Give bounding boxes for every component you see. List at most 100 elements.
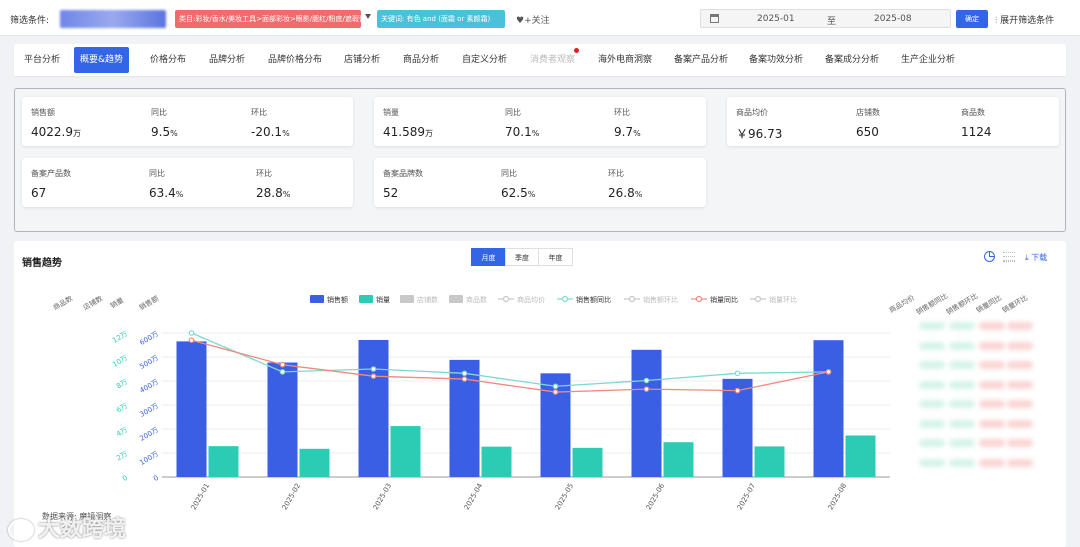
- blurred-cell: [1007, 361, 1033, 369]
- blurred-cell: [979, 439, 1005, 447]
- blurred-cell: [949, 458, 975, 467]
- tab-consumer[interactable]: 消费者观察: [530, 55, 576, 65]
- blurred-cell: [979, 361, 1005, 369]
- kpi-filed-products: 备案产品数 67: [31, 168, 71, 200]
- caret-down-icon[interactable]: [365, 14, 371, 19]
- kpi-value: ￥96.73: [736, 127, 783, 141]
- filter-label: 筛选条件:: [10, 16, 50, 26]
- kpi-unit: 万: [73, 129, 81, 138]
- tab-overview-trend[interactable]: 概要&趋势: [74, 47, 130, 73]
- kpi-value: 9.7: [614, 125, 634, 139]
- new-badge-dot: [574, 48, 579, 53]
- kpi-sales: 销售额 4022.9万: [31, 107, 81, 139]
- kpi-label: 销售额: [31, 108, 55, 117]
- watermark-logo-icon: [8, 519, 34, 541]
- kpi-unit: %: [282, 190, 291, 199]
- tab-custom[interactable]: 自定义分析: [462, 55, 508, 65]
- expand-filters-button[interactable]: ⫶ 展开筛选条件: [995, 13, 1054, 26]
- blurred-cell: [919, 322, 945, 330]
- blurred-cell: [949, 400, 975, 408]
- blurred-cell: [1007, 458, 1033, 467]
- blurred-cell: [949, 322, 975, 330]
- blurred-cell: [919, 400, 945, 408]
- download-icon: ⤓: [1025, 253, 1029, 262]
- tab-manufacturer[interactable]: 生产企业分析: [901, 55, 956, 65]
- kpi-unit: %: [633, 129, 641, 138]
- price-card: 商品均价 ￥96.73 店铺数 650 商品数 1124: [727, 97, 1059, 146]
- kpi-unit: %: [531, 129, 540, 138]
- blurred-filter-chip[interactable]: [60, 10, 166, 28]
- blurred-cell: [979, 380, 1005, 389]
- granularity-quarterly[interactable]: 季度: [505, 248, 539, 266]
- kpi-value: 28.8: [256, 186, 283, 200]
- expand-filters-label: 展开筛选条件: [1000, 16, 1055, 26]
- kpi-avg-price: 商品均价 ￥96.73: [736, 107, 782, 142]
- kpi-label: 环比: [608, 169, 624, 178]
- date-range-picker[interactable]: 2025-01 至 2025-08: [700, 9, 951, 28]
- kpi-filed-products-mom: 环比 28.8%: [256, 168, 290, 200]
- tab-filed-efficacy[interactable]: 备案功效分析: [749, 55, 804, 65]
- kpi-label: 店铺数: [856, 108, 880, 117]
- date-start: 2025-01: [757, 14, 795, 24]
- filter-bar: 筛选条件: 类目:彩妆/香水/美妆工具>面部彩妆>眼影/腮红/粉底/遮瑕膏 关键…: [0, 0, 1080, 36]
- blurred-cell: [979, 341, 1005, 350]
- tab-platform[interactable]: 平台分析: [24, 55, 61, 65]
- category-filter-chip[interactable]: 类目:彩妆/香水/美妆工具>面部彩妆>眼影/腮红/粉底/遮瑕膏: [175, 10, 361, 28]
- sales-trend-panel: 销售趋势 月度 季度 年度 ⤓ 下载: [14, 241, 1066, 547]
- tab-filed-ingredient[interactable]: 备案成分分析: [825, 55, 880, 65]
- kpi-volume-mom: 环比 9.7%: [614, 107, 641, 139]
- blurred-cell: [919, 439, 945, 447]
- tab-shop[interactable]: 店铺分析: [344, 55, 381, 65]
- blurred-cell: [1007, 341, 1033, 350]
- blurred-cell: [1007, 419, 1033, 428]
- kpi-label: 同比: [501, 169, 517, 178]
- granularity-monthly[interactable]: 月度: [471, 248, 506, 266]
- kpi-volume-yoy: 同比 70.1%: [505, 107, 539, 139]
- keyword-filter-chip[interactable]: 关键词: 有色 and (面霜 or 素颜霜): [377, 10, 505, 28]
- kpi-value: 41.589: [383, 125, 425, 139]
- follow-button[interactable]: ♥+关注: [516, 13, 550, 26]
- kpi-value: 70.1: [505, 125, 532, 139]
- tab-brand[interactable]: 品牌分析: [209, 55, 246, 65]
- kpi-filed-brands: 备案品牌数 52: [383, 168, 423, 200]
- analysis-tabs: 平台分析 概要&趋势 价格分布 品牌分析 品牌价格分布 店铺分析 商品分析 自定…: [14, 44, 1066, 76]
- filed-product-card: 备案产品数 67 同比 63.4% 环比 28.8%: [22, 158, 353, 207]
- kpi-shops: 店铺数 650: [856, 107, 880, 139]
- tab-overseas[interactable]: 海外电商洞察: [598, 55, 653, 65]
- kpi-products: 商品数 1124: [961, 107, 992, 139]
- kpi-value: 9.5: [151, 125, 171, 139]
- tab-filed-product[interactable]: 备案产品分析: [674, 55, 729, 65]
- tab-price-distribution[interactable]: 价格分布: [150, 55, 187, 65]
- blurred-cell: [979, 419, 1005, 428]
- tab-product[interactable]: 商品分析: [403, 55, 440, 65]
- calendar-icon: [710, 14, 719, 23]
- filed-brand-card: 备案品牌数 52 同比 62.5% 环比 26.8%: [374, 158, 706, 207]
- filter-icon: ⫶: [995, 16, 998, 26]
- data-source: 数据来源: 魔镜洞察: [42, 512, 112, 521]
- kpi-sales-yoy: 同比 9.5%: [151, 107, 178, 139]
- tab-brand-price[interactable]: 品牌价格分布: [268, 55, 323, 65]
- blurred-cell: [949, 439, 975, 447]
- pie-chart-icon[interactable]: [984, 251, 995, 262]
- kpi-value: 1124: [961, 125, 992, 139]
- blurred-cell: [919, 361, 945, 369]
- kpi-unit: %: [634, 190, 643, 199]
- blurred-cell: [1007, 400, 1033, 408]
- kpi-value: 26.8: [608, 186, 635, 200]
- blurred-cell: [949, 380, 975, 389]
- blurred-cell: [949, 341, 975, 350]
- kpi-value: 650: [856, 125, 879, 139]
- chart-title: 销售趋势: [22, 258, 62, 269]
- download-label: 下载: [1031, 253, 1048, 262]
- blurred-cell: [1007, 439, 1033, 447]
- kpi-unit: %: [175, 190, 184, 199]
- granularity-yearly[interactable]: 年度: [538, 248, 573, 266]
- table-view-icon[interactable]: [1003, 252, 1015, 262]
- kpi-label: 备案产品数: [31, 169, 71, 178]
- confirm-button[interactable]: 确定: [956, 10, 988, 28]
- kpi-unit: %: [527, 190, 536, 199]
- download-button[interactable]: ⤓ 下载: [1025, 252, 1047, 263]
- kpi-volume: 销量 41.589万: [383, 107, 433, 139]
- kpi-label: 同比: [149, 169, 165, 178]
- kpi-unit: 万: [425, 129, 433, 138]
